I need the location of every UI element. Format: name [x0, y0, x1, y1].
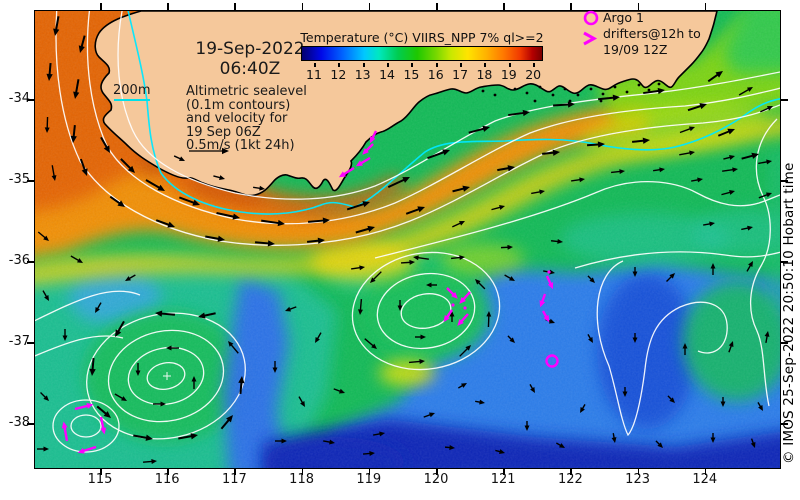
drifter-tracks — [61, 130, 559, 454]
colorbar-tick — [484, 63, 487, 67]
colorbar-tick — [508, 63, 511, 67]
axis-tick — [100, 3, 102, 10]
isobath-legend-line — [114, 99, 150, 101]
colorbar-tick — [362, 63, 365, 67]
argo-legend-symbols — [583, 10, 599, 46]
axis-tick — [368, 3, 371, 10]
imos-credit-text: © IMOS 25-Sep-2022 20:50:10 Hobart time — [781, 162, 797, 464]
argo-float-icon — [583, 10, 599, 26]
ocean-temperature-map[interactable] — [35, 11, 780, 468]
axis-tick — [570, 3, 572, 10]
depth-legend-label: 200m — [113, 83, 151, 98]
colorbar-tick — [411, 63, 414, 67]
axis-tick — [781, 423, 788, 425]
caption-line: 19 Sep 06Z — [186, 124, 261, 140]
colorbar-tick — [460, 63, 463, 67]
axis-tick — [704, 468, 707, 475]
colorbar-tick-label: 13 — [354, 67, 371, 82]
colorbar-tick — [435, 63, 438, 67]
caption-line: and velocity for — [186, 111, 288, 126]
lat-tick-label: -36 — [8, 253, 30, 268]
axis-tick — [781, 99, 788, 101]
lon-tick-label: 124 — [692, 472, 718, 487]
colorbar-tick-label: 11 — [306, 67, 322, 82]
axis-tick — [167, 468, 169, 475]
drifter-arrow-icon — [583, 31, 598, 46]
axis-tick — [27, 180, 34, 182]
axis-tick — [368, 468, 371, 475]
axis-tick — [436, 3, 438, 10]
lon-tick-label: 117 — [221, 472, 247, 487]
axis-tick — [781, 261, 788, 263]
map-datetime: 19-Sep-2022 06:40Z — [165, 39, 335, 79]
colorbar-tick-label: 19 — [500, 67, 517, 82]
colorbar-tick-label: 12 — [330, 67, 347, 82]
colorbar-tick-label: 20 — [525, 67, 542, 82]
lat-tick-label: -38 — [8, 415, 30, 430]
colorbar-title: Temperature (°C) VIIRS_NPP 7% ql>=2 — [300, 30, 544, 45]
argo-legend-line1: Argo 1 — [603, 10, 644, 25]
lon-tick-label: 119 — [356, 472, 382, 487]
axis-tick — [167, 3, 169, 10]
temperature-colorbar: Temperature (°C) VIIRS_NPP 7% ql>=2 11 12… — [300, 30, 543, 82]
lat-tick-label: -37 — [8, 334, 30, 349]
colorbar-tick — [314, 63, 316, 67]
velocity-arrows — [37, 16, 773, 464]
axis-tick — [503, 3, 505, 10]
axis-tick — [637, 3, 640, 10]
colorbar-tick-label: 18 — [476, 67, 493, 82]
archipelago-islands — [481, 82, 661, 103]
axis-tick — [27, 423, 34, 425]
lon-tick-label: 123 — [625, 472, 650, 487]
lon-tick-label: 115 — [87, 472, 113, 487]
axis-tick — [100, 468, 102, 475]
lon-tick-label: 116 — [154, 472, 180, 487]
argo-legend-line2: drifters@12h to — [603, 26, 701, 41]
lon-tick-label: 121 — [490, 472, 516, 487]
axis-tick — [436, 468, 438, 475]
isobath-200m-line — [127, 11, 780, 215]
colorbar-tick-label: 16 — [427, 67, 444, 82]
map-date: 19-Sep-2022 — [195, 39, 305, 59]
colorbar-tick — [338, 63, 341, 67]
axis-tick — [234, 468, 236, 475]
argo-drifter-legend: Argo 1 drifters@12h to 19/09 12Z — [581, 9, 731, 69]
axis-tick — [301, 3, 304, 10]
axis-tick — [27, 261, 34, 263]
axis-tick — [570, 468, 572, 475]
altimetry-caption: Altimetric sealevel (0.1m contours) and … — [186, 85, 307, 153]
axis-tick — [27, 342, 34, 344]
colorbar-tick — [387, 63, 390, 67]
axis-tick — [503, 468, 505, 475]
caption-line: (0.1m contours) — [186, 97, 291, 113]
lon-tick-label: 118 — [289, 472, 314, 487]
colorbar-tick — [533, 63, 536, 67]
axis-tick — [704, 3, 707, 10]
caption-line: Altimetric sealevel — [186, 84, 307, 99]
colorbar-tick-label: 14 — [379, 67, 395, 82]
axis-tick — [781, 180, 788, 182]
colorbar-gradient — [301, 46, 543, 61]
colorbar-tick-label: 15 — [403, 67, 420, 82]
axis-tick — [234, 3, 236, 10]
map-plot-area[interactable]: 19-Sep-2022 06:40Z 200m Altimetric seale… — [34, 10, 781, 469]
lon-tick-label: 120 — [423, 472, 449, 487]
axis-tick — [637, 468, 640, 475]
axis-tick — [27, 99, 34, 101]
lon-tick-label: 122 — [557, 472, 583, 487]
land-coastline — [94, 11, 718, 197]
lat-tick-label: -34 — [8, 91, 30, 106]
map-time: 06:40Z — [219, 59, 281, 79]
axis-tick — [781, 342, 788, 344]
colorbar-tick-label: 17 — [452, 67, 469, 82]
caption-line: 0.5m/s (1kt 24h) — [186, 138, 295, 153]
lat-tick-label: -35 — [8, 172, 30, 187]
axis-tick — [301, 468, 304, 475]
argo-legend-line3: 19/09 12Z — [603, 42, 668, 57]
